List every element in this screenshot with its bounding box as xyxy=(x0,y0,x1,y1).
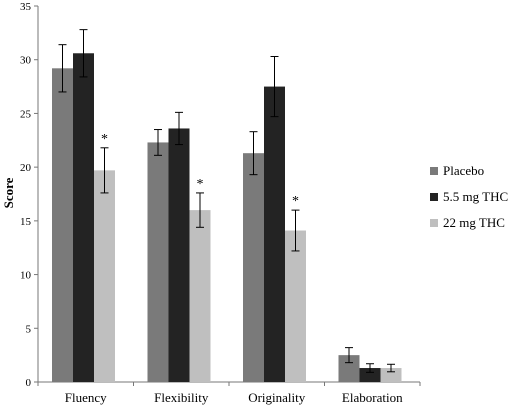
x-tick-label: Elaboration xyxy=(342,390,403,405)
y-tick-label: 5 xyxy=(26,323,32,335)
x-tick-label: Fluency xyxy=(65,390,107,405)
error-bar xyxy=(270,55,279,118)
error-bar xyxy=(79,29,88,78)
legend-label: 22 mg THC xyxy=(443,215,505,230)
y-tick-label: 30 xyxy=(20,55,32,67)
legend-item: 5.5 mg THC xyxy=(430,189,508,204)
legend: Placebo 5.5 mg THC 22 mg THC xyxy=(430,163,508,230)
significance-marker: * xyxy=(101,132,108,147)
bar xyxy=(94,170,115,382)
y-tick-label: 15 xyxy=(20,216,32,228)
legend-label: Placebo xyxy=(443,163,484,178)
error-bar xyxy=(175,111,183,146)
legend-swatch xyxy=(430,219,438,227)
y-tick-label: 10 xyxy=(20,270,32,282)
y-tick-label: 25 xyxy=(20,108,32,120)
significance-marker: * xyxy=(292,194,299,209)
bar xyxy=(147,142,169,382)
y-axis-title: Score xyxy=(1,177,16,208)
legend-swatch xyxy=(430,193,438,201)
bar xyxy=(168,128,190,382)
error-bar xyxy=(154,129,162,156)
legend-item: 22 mg THC xyxy=(430,215,505,230)
y-tick-label: 35 xyxy=(20,1,32,13)
legend-item: Placebo xyxy=(430,163,484,178)
error-bar xyxy=(196,192,204,228)
error-bar xyxy=(366,363,374,373)
x-tick-label: Originality xyxy=(248,390,306,405)
error-bar xyxy=(249,131,258,176)
bar xyxy=(189,210,211,382)
y-tick-label: 20 xyxy=(20,162,32,174)
legend-label: 5.5 mg THC xyxy=(443,189,508,204)
error-bar xyxy=(58,44,67,93)
bar xyxy=(73,53,94,383)
error-bar xyxy=(100,147,109,194)
bar xyxy=(338,355,360,382)
y-tick-label: 0 xyxy=(26,377,32,389)
error-bar xyxy=(291,209,300,252)
bar xyxy=(285,230,306,382)
bar xyxy=(380,368,402,382)
significance-marker: * xyxy=(197,177,204,192)
bar xyxy=(243,153,264,382)
bar xyxy=(52,68,73,383)
bar xyxy=(264,86,285,383)
legend-swatch xyxy=(430,167,438,175)
error-bar xyxy=(387,363,395,373)
x-tick-label: Flexibility xyxy=(154,390,209,405)
error-bar xyxy=(345,347,353,364)
plot-area: 0 5 10 15 20 25 30 35 * Fluency * Flexibility * Origi… xyxy=(20,1,421,405)
bar xyxy=(359,368,381,382)
